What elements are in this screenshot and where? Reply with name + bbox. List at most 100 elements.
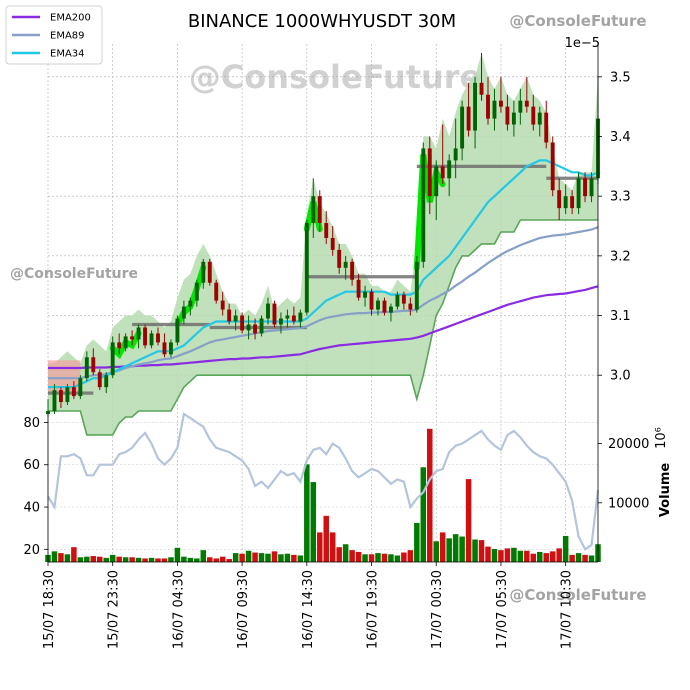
volume-bar [181, 556, 187, 562]
candle [279, 312, 283, 334]
volume-bar [582, 554, 588, 562]
volume-bar [71, 547, 77, 562]
candle-body [511, 112, 516, 125]
volume-bar [556, 548, 562, 562]
candle [84, 351, 89, 382]
volume-bar [297, 555, 304, 562]
candle [317, 190, 322, 232]
candle [330, 226, 335, 256]
candle [220, 291, 225, 316]
candle-body [389, 306, 393, 313]
volume-bar [284, 553, 291, 562]
candle [376, 297, 380, 316]
watermark-text: @ConsoleFuture [10, 266, 138, 282]
candle [486, 76, 490, 125]
candle [492, 88, 497, 131]
candle-body [78, 378, 83, 397]
volume-bar [142, 558, 148, 562]
candle-body [253, 324, 257, 334]
volume-bar [459, 536, 465, 562]
candle [460, 100, 465, 161]
price-tick-label: 3.0 [610, 369, 631, 384]
volume-bar [401, 552, 407, 562]
candle [59, 387, 63, 409]
candle [194, 279, 199, 307]
band-lower-edge [48, 219, 598, 436]
candle [421, 142, 426, 268]
candle [65, 384, 70, 406]
candle [511, 100, 516, 137]
candle-body [395, 294, 400, 307]
candle [136, 324, 141, 349]
candle-body [427, 148, 432, 197]
candle [499, 76, 503, 113]
volume-bar [58, 553, 64, 562]
volume-bar [97, 556, 103, 562]
volume-bar [342, 544, 349, 562]
candle-body [117, 342, 122, 349]
volume-bar [187, 557, 194, 562]
candle-body [272, 303, 277, 325]
candle [311, 178, 316, 238]
candle-body [201, 261, 206, 283]
volume-bar [517, 550, 524, 562]
candle-body [104, 375, 109, 388]
candle [253, 318, 257, 340]
price-panel [46, 52, 600, 436]
candle-body [130, 336, 135, 340]
candle-body [408, 303, 413, 310]
candle [557, 178, 562, 221]
candle-body [46, 411, 50, 414]
time-tick-label: 15/07 23:30 [107, 570, 122, 649]
candle-body [207, 261, 212, 283]
candle [537, 106, 542, 137]
candle [207, 258, 212, 286]
candle-body [570, 196, 575, 209]
candle-body [518, 100, 523, 113]
watermark-text: @ConsoleFuture [189, 58, 482, 96]
candle-body [175, 318, 180, 343]
price-tick-label: 3.2 [610, 249, 631, 264]
volume-bar [194, 558, 200, 562]
candle [544, 100, 549, 149]
candle-body [123, 336, 128, 349]
candle-body [421, 148, 426, 262]
candle-body [311, 196, 316, 224]
candle-body [466, 106, 471, 131]
candle [343, 255, 348, 280]
candle-body [181, 306, 186, 319]
candle [285, 309, 290, 328]
candle-body [479, 82, 484, 95]
candle-body [544, 112, 549, 143]
candle-body [91, 357, 96, 373]
volume-bar [562, 535, 569, 562]
candle [110, 336, 115, 379]
candle [570, 190, 575, 215]
volume-bar [323, 515, 329, 562]
candle-body [317, 196, 322, 224]
candle [466, 82, 471, 137]
volume-axis-label: Volume [658, 463, 673, 518]
candle [583, 172, 587, 203]
time-tick-label: 17/07 00:30 [430, 570, 445, 649]
candle-body [143, 327, 147, 346]
candle-body [343, 261, 348, 268]
candle [531, 94, 536, 131]
candle-body [169, 342, 173, 355]
volume-bar [588, 555, 595, 562]
volume-bar [336, 547, 342, 562]
candle-body [550, 142, 555, 191]
volume-bar [116, 556, 122, 562]
volume-bar [77, 557, 84, 562]
watermark-text: @ConsoleFuture [509, 12, 646, 30]
volume-bar [51, 551, 58, 562]
oscillator-line [47, 412, 600, 551]
volume-bar [109, 554, 116, 562]
candle [130, 330, 135, 346]
candle [259, 315, 264, 337]
volume-bar [245, 550, 252, 562]
candle-body [440, 166, 445, 179]
volume-bar [64, 554, 71, 562]
candle [395, 291, 400, 310]
candle [324, 211, 329, 244]
